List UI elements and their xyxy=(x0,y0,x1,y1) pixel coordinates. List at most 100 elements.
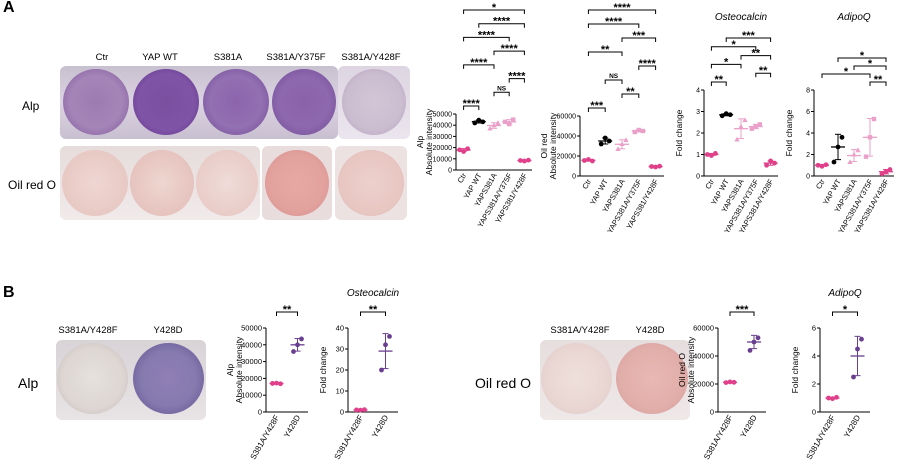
data-point xyxy=(855,346,860,352)
y-tick-label: 2 xyxy=(812,380,816,389)
significance-bracket xyxy=(463,36,510,42)
y-tick-label: 10 xyxy=(336,387,344,396)
category-label: Ctr xyxy=(703,177,716,191)
significance-bracket xyxy=(710,81,727,86)
data-point xyxy=(354,407,359,413)
b-right-column-label-1: S381A/Y428F xyxy=(550,325,610,336)
data-point xyxy=(815,162,821,168)
significance-bracket xyxy=(621,93,640,98)
data-point xyxy=(640,128,645,134)
data-point xyxy=(879,171,885,177)
y-tick-label: 4 xyxy=(812,352,816,361)
y-tick-label: 20000 xyxy=(241,374,262,383)
chart-b-oil-red: 0 20000 40000 60000 Oil red O Absolute intens… xyxy=(677,304,766,461)
data-point xyxy=(619,141,625,146)
b-alp-well-2 xyxy=(133,343,204,414)
y-axis-label: Absolute intensity xyxy=(424,108,434,175)
significance-bracket xyxy=(729,311,755,316)
category-label: Y428D xyxy=(739,413,759,439)
y-axis-label: Fold change xyxy=(674,109,684,156)
significance-bracket xyxy=(740,55,772,60)
alp-well-ctr xyxy=(63,69,129,135)
significance-bracket xyxy=(478,23,525,28)
data-point xyxy=(598,141,604,147)
y-tick-label: 2 xyxy=(696,131,700,138)
data-point xyxy=(379,367,384,373)
y-tick-label: 60000 xyxy=(693,324,714,333)
significance-bracket xyxy=(508,78,525,83)
b-right-column-label-2: Y428D xyxy=(635,325,665,336)
category-label: S381A/Y428F xyxy=(249,413,282,461)
significance-label: **** xyxy=(470,57,488,69)
data-point xyxy=(653,164,658,170)
data-point xyxy=(851,151,857,157)
y-axis-label: Alp xyxy=(225,364,235,377)
y-axis-label: Fold change xyxy=(318,346,328,393)
significance-bracket xyxy=(587,51,623,56)
significance-label: **** xyxy=(501,43,519,55)
category-label: S381A/Y428F xyxy=(805,413,838,461)
y-tick-label: 0 xyxy=(812,408,816,417)
oil-well-yap-wt xyxy=(130,150,194,216)
y-tick-label: 0 xyxy=(258,408,262,417)
significance-label: *** xyxy=(590,100,604,112)
y-axis-label: Absolute intensity xyxy=(686,336,696,403)
data-point xyxy=(859,336,864,342)
data-point xyxy=(582,158,587,163)
data-point xyxy=(755,335,761,341)
data-point xyxy=(291,349,296,354)
chart-title: AdipoQ xyxy=(827,288,862,299)
data-point xyxy=(834,394,839,400)
y-tick-label: 0 xyxy=(448,168,452,175)
y-tick-label: 20000 xyxy=(693,380,714,389)
significance-bracket xyxy=(463,105,480,110)
category-label: Y428D xyxy=(370,413,390,439)
data-point xyxy=(871,116,877,122)
panel-label-b: B xyxy=(3,284,15,301)
column-label-yap-wt: YAP WT xyxy=(142,52,178,63)
significance-bracket xyxy=(493,50,525,56)
y-tick-label: 0 xyxy=(696,174,700,181)
significance-label: * xyxy=(731,39,736,51)
data-point xyxy=(887,167,893,172)
significance-bracket xyxy=(725,37,772,42)
data-point xyxy=(823,162,829,168)
significance-label: *** xyxy=(742,30,756,42)
data-point xyxy=(867,135,873,140)
chart-a-alp: 0 10000 20000 30000 40000 50000 Alp Absolute in… xyxy=(415,2,532,229)
data-point xyxy=(749,126,754,131)
data-point xyxy=(487,125,493,131)
data-point xyxy=(295,342,300,348)
y-axis-label: Fold change xyxy=(784,109,794,156)
significance-bracket xyxy=(710,63,742,69)
data-point xyxy=(723,111,729,117)
significance-label: **** xyxy=(463,98,481,110)
y-tick-label: 1 xyxy=(696,152,700,159)
category-label: Y428D xyxy=(282,413,302,439)
significance-label: * xyxy=(724,56,729,68)
data-point xyxy=(757,122,762,127)
y-tick-label: 20000 xyxy=(557,154,577,161)
significance-bracket xyxy=(821,73,871,78)
data-point xyxy=(768,158,773,164)
significance-label: * xyxy=(492,2,497,14)
y-tick-label: 6 xyxy=(806,109,810,116)
y-tick-label: 20 xyxy=(336,366,344,375)
y-axis-label: Alp xyxy=(415,136,425,149)
category-label: Ctr xyxy=(814,177,827,191)
significance-bracket xyxy=(587,9,657,14)
significance-bracket xyxy=(276,311,298,316)
y-axis-label: Oil red xyxy=(539,133,549,158)
significance-label: ** xyxy=(283,304,292,316)
data-point xyxy=(747,348,753,353)
data-point xyxy=(274,380,279,386)
data-point xyxy=(831,159,837,165)
data-point xyxy=(863,154,869,159)
category-label: S381A/Y428F xyxy=(702,413,735,461)
significance-label: NS xyxy=(497,85,507,92)
data-point xyxy=(480,119,486,125)
b-left-column-label-1: S381A/Y428F xyxy=(58,325,118,336)
data-point xyxy=(727,379,733,385)
